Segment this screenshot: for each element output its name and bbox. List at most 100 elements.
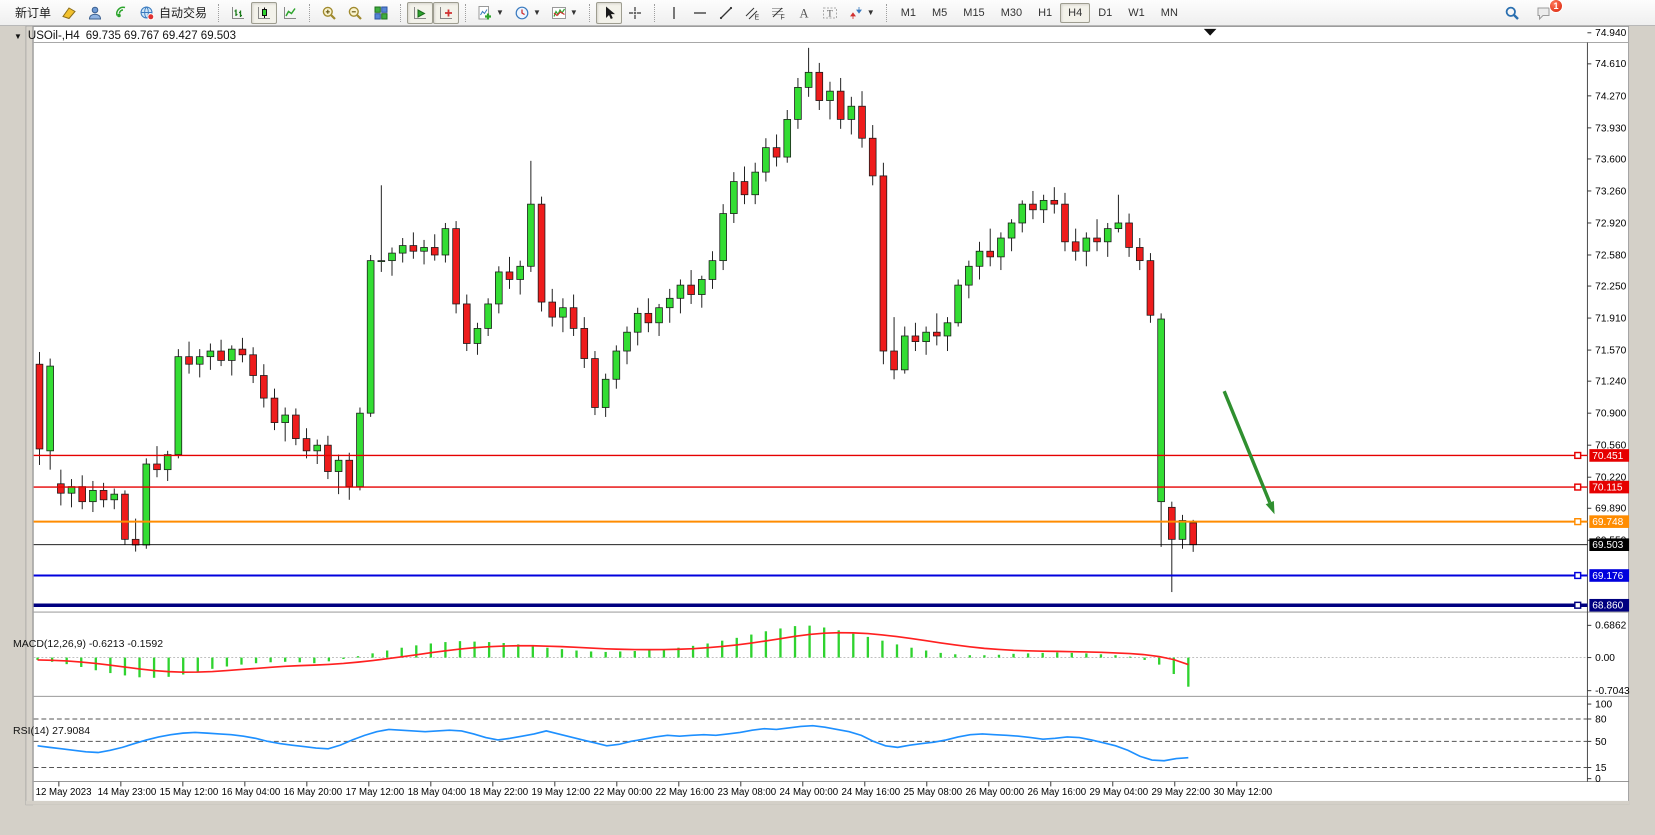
svg-text:69.503: 69.503 (1592, 540, 1623, 551)
price-badge (1589, 480, 1630, 494)
new-order-button[interactable]: 新订单 (6, 2, 56, 24)
market-watch-button[interactable] (56, 2, 82, 24)
annotation-arrow[interactable] (1222, 390, 1275, 515)
svg-text:80: 80 (1595, 714, 1607, 725)
svg-text:0.6862: 0.6862 (1595, 621, 1626, 632)
svg-text:74.940: 74.940 (1595, 28, 1626, 39)
chart-shift-button[interactable] (433, 1, 460, 24)
chart-ohlc-values: 69.735 69.767 69.427 69.503 (85, 30, 236, 42)
candle-chart-button[interactable] (251, 1, 278, 24)
hline-handle[interactable] (1574, 483, 1582, 491)
toolbar-separator (309, 3, 311, 22)
chevron-down-icon[interactable]: ▼ (532, 8, 541, 17)
indicators-button[interactable]: ▼ (546, 2, 583, 24)
chevron-down-icon[interactable]: ▼ (866, 8, 875, 17)
text-button[interactable]: A (791, 2, 817, 24)
time-axis[interactable]: 12 May 2023 14 May 23:00 15 May 12:00 16 Ma… (36, 781, 1273, 799)
svg-text:71.910: 71.910 (1595, 313, 1626, 324)
line-chart-button[interactable] (277, 2, 303, 24)
svg-text:72.580: 72.580 (1595, 250, 1626, 261)
collapse-arrow-icon[interactable]: ▼ (14, 31, 22, 41)
autotrading-label: 自动交易 (159, 6, 208, 20)
navigator-button[interactable] (108, 2, 134, 24)
profiles-button[interactable]: ▼ (509, 2, 546, 24)
timeframe-m5-button[interactable]: M5 (932, 6, 948, 19)
svg-text:73.600: 73.600 (1595, 154, 1626, 165)
chart-window: ▼ USOil-,H4 69.735 69.767 69.427 69.503 … (0, 25, 1655, 830)
text-icon: A (799, 6, 808, 20)
indicators-icon (551, 6, 566, 19)
macd-signal-line (37, 631, 1189, 674)
notifications-button[interactable]: 1 (1531, 0, 1563, 24)
fibonacci-icon: F (771, 7, 785, 21)
data-window-icon (89, 6, 102, 19)
hline-handle[interactable] (1574, 601, 1582, 609)
horizontal-lines: 70.451 70.115 69.748 69.503 69.176 68.860 (33, 449, 1630, 612)
price-badge (1589, 569, 1630, 582)
chevron-down-icon[interactable]: ▼ (496, 8, 504, 17)
crosshair-button[interactable] (622, 2, 648, 24)
candlestick-series (35, 47, 1197, 593)
auto-scroll-button[interactable] (407, 1, 434, 24)
hline-icon (693, 11, 706, 14)
price-badge (1589, 515, 1630, 528)
hline-handle[interactable] (1574, 451, 1582, 460)
timeframe-mn-button[interactable]: MN (1160, 6, 1178, 19)
svg-text:15 May 12:00: 15 May 12:00 (160, 787, 219, 798)
crosshair-icon (628, 6, 641, 19)
toolbar-separator (588, 3, 590, 22)
left-splitter[interactable] (25, 25, 34, 806)
price-chart: 74.940 74.610 74.270 73.930 73.600 73.260 72.9… (25, 25, 1630, 806)
equidistant-channel-button[interactable]: E (739, 2, 765, 24)
zoom-out-button[interactable] (342, 2, 368, 24)
main-toolbar: 新订单 自动交易 ▼ ▼ ▼ E F A T ▼ M1 M5 M15 M30 H1 H4 D1 W1 MN 1 (0, 0, 1655, 26)
data-window-button[interactable] (82, 2, 108, 24)
svg-text:72.250: 72.250 (1595, 281, 1626, 292)
timeframe-h4-button[interactable]: H4 (1060, 2, 1091, 23)
bar-chart-button[interactable] (225, 2, 251, 24)
svg-text:70.560: 70.560 (1595, 441, 1626, 452)
trendline-button[interactable] (713, 2, 739, 24)
hline-handle[interactable] (1574, 571, 1582, 580)
vertical-line-button[interactable] (661, 2, 687, 24)
autotrading-button[interactable]: 自动交易 (134, 2, 212, 24)
svg-text:-0.7043: -0.7043 (1595, 686, 1630, 697)
timeframe-h1-button[interactable]: H1 (1038, 6, 1053, 19)
price-badge (1589, 538, 1630, 551)
new-chart-button[interactable]: ▼ (472, 2, 509, 24)
horizontal-line-button[interactable] (687, 2, 713, 24)
svg-text:F: F (780, 14, 784, 21)
arrows-button[interactable]: ▼ (843, 2, 880, 24)
timeframe-m1-button[interactable]: M1 (900, 6, 916, 19)
hline-handle[interactable] (1574, 518, 1582, 526)
svg-text:0.00: 0.00 (1595, 653, 1615, 664)
svg-text:17 May 12:00: 17 May 12:00 (346, 787, 405, 798)
timeframe-m30-button[interactable]: M30 (1000, 6, 1023, 19)
rsi-line (37, 724, 1189, 762)
chart-shift-marker[interactable] (1203, 28, 1217, 36)
svg-text:12 May 2023: 12 May 2023 (36, 787, 92, 798)
cursor-button[interactable] (595, 1, 622, 24)
svg-text:T: T (827, 9, 833, 19)
svg-text:22 May 16:00: 22 May 16:00 (656, 787, 715, 798)
cursor-icon (605, 6, 615, 19)
window-bottom-edge (25, 800, 1630, 805)
svg-text:70.220: 70.220 (1595, 473, 1626, 484)
timeframe-w1-button[interactable]: W1 (1128, 6, 1145, 19)
fibonacci-button[interactable]: F (765, 2, 791, 24)
tile-windows-button[interactable] (368, 2, 394, 24)
svg-text:19 May 12:00: 19 May 12:00 (532, 787, 591, 798)
zoom-in-button[interactable] (316, 2, 342, 24)
svg-text:73.930: 73.930 (1595, 123, 1626, 134)
search-button[interactable] (1499, 2, 1525, 24)
timeframe-m15-button[interactable]: M15 (963, 6, 985, 19)
chart-symbol-line: ▼ USOil-,H4 69.735 69.767 69.427 69.503 (14, 30, 236, 42)
tile-windows-icon (374, 6, 388, 19)
chevron-down-icon[interactable]: ▼ (569, 8, 578, 17)
text-label-button[interactable]: T (817, 2, 843, 24)
svg-text:74.270: 74.270 (1595, 91, 1626, 102)
zoom-out-icon (348, 6, 362, 20)
timeframe-d1-button[interactable]: D1 (1098, 6, 1113, 19)
notification-badge: 1 (1549, 0, 1563, 13)
chart-symbol-period: USOil-,H4 (27, 30, 80, 42)
